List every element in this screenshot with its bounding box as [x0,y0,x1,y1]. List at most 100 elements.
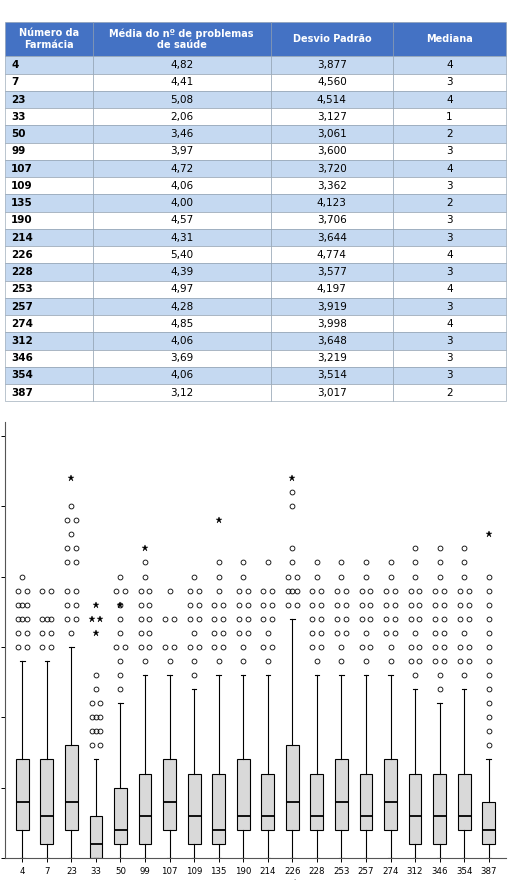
Text: 4,774: 4,774 [317,250,347,260]
Bar [93,333,270,349]
Bar [65,745,78,830]
Text: 99: 99 [11,146,26,157]
Text: 4,82: 4,82 [170,60,193,70]
Text: 3,12: 3,12 [170,388,193,398]
Bar [393,194,506,212]
Bar [93,212,270,229]
Bar [482,802,495,844]
Bar [5,315,93,333]
Text: 4,06: 4,06 [170,336,193,346]
Text: 109: 109 [11,180,33,191]
Bar [360,774,373,830]
Text: 107: 107 [11,164,33,173]
Bar [93,108,270,126]
Bar [163,759,176,830]
Bar [270,56,393,74]
Text: 3: 3 [446,77,453,87]
Text: 3,69: 3,69 [170,353,193,363]
Bar [93,160,270,177]
Text: 257: 257 [11,302,33,312]
Text: 387: 387 [11,388,33,398]
Bar [93,91,270,108]
Text: 1: 1 [446,112,453,121]
Text: 4,57: 4,57 [170,216,193,225]
Bar [433,774,446,844]
Bar [93,315,270,333]
Text: 3,644: 3,644 [317,232,347,243]
Bar [93,194,270,212]
Bar [93,246,270,263]
Text: 4,197: 4,197 [317,284,347,294]
Text: 2,06: 2,06 [170,112,193,121]
Bar [93,349,270,367]
Bar [270,263,393,281]
Text: 3,017: 3,017 [317,388,347,398]
Bar [409,774,422,844]
Bar [5,263,93,281]
Bar [5,367,93,384]
Text: Desvio Padrão: Desvio Padrão [293,34,371,44]
Bar [393,315,506,333]
Text: 3,720: 3,720 [317,164,347,173]
Text: 190: 190 [11,216,33,225]
Bar [270,349,393,367]
Bar [93,229,270,246]
Text: Mediana: Mediana [426,34,473,44]
Bar [5,143,93,160]
Bar [270,74,393,91]
Text: 4,39: 4,39 [170,267,193,277]
Text: 3,577: 3,577 [317,267,347,277]
Text: 4,06: 4,06 [170,370,193,380]
Bar [93,22,270,56]
Bar [384,759,397,830]
Text: 135: 135 [11,198,33,208]
Bar [270,126,393,143]
Text: 3,46: 3,46 [170,129,193,139]
Text: 3: 3 [446,370,453,380]
Bar [393,263,506,281]
Text: 3,219: 3,219 [317,353,347,363]
Text: 3,877: 3,877 [317,60,347,70]
Bar [286,745,299,830]
Text: 3,514: 3,514 [317,370,347,380]
Text: 4: 4 [446,250,453,260]
Bar [114,788,127,844]
Text: 4: 4 [446,319,453,329]
Text: 5,08: 5,08 [170,94,193,105]
Bar [393,160,506,177]
Bar [270,143,393,160]
Bar [393,91,506,108]
Bar [40,759,53,844]
Text: 3: 3 [446,353,453,363]
Bar [393,22,506,56]
Bar [458,774,471,830]
Bar [393,349,506,367]
Text: 4,28: 4,28 [170,302,193,312]
Text: 33: 33 [11,112,26,121]
Text: 4: 4 [11,60,18,70]
Bar [270,177,393,194]
Bar [393,298,506,315]
Text: 226: 226 [11,250,33,260]
Bar [393,246,506,263]
Bar [5,74,93,91]
Text: 3: 3 [446,267,453,277]
Bar [93,143,270,160]
Bar [393,212,506,229]
Bar [270,108,393,126]
Bar [93,263,270,281]
Text: 4,41: 4,41 [170,77,193,87]
Bar [93,384,270,401]
Text: 4: 4 [446,164,453,173]
Text: 3: 3 [446,232,453,243]
Text: 3: 3 [446,336,453,346]
Text: 4,97: 4,97 [170,284,193,294]
Text: 2: 2 [446,388,453,398]
Text: Número da
Farmácia: Número da Farmácia [19,28,79,50]
Bar [270,298,393,315]
Text: 274: 274 [11,319,33,329]
Bar [311,774,323,830]
Text: 228: 228 [11,267,33,277]
Bar [270,91,393,108]
Bar [393,177,506,194]
